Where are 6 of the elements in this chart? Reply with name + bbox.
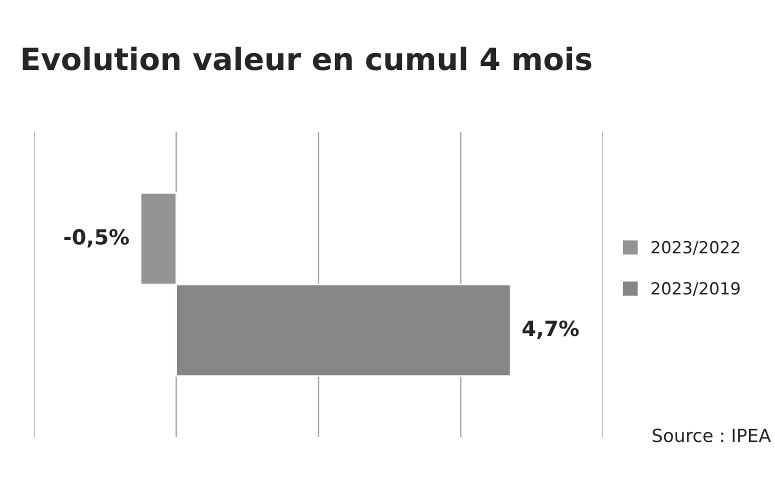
source-note: Source : IPEA	[652, 428, 771, 442]
chart-title: Evolution valeur en cumul 4 mois	[22, 46, 592, 70]
legend-label: 2023/2022	[652, 240, 740, 255]
data-label: 4,7%	[522, 320, 579, 339]
data-label: -0,5%	[64, 229, 129, 248]
legend-label: 2023/2019	[652, 282, 740, 296]
